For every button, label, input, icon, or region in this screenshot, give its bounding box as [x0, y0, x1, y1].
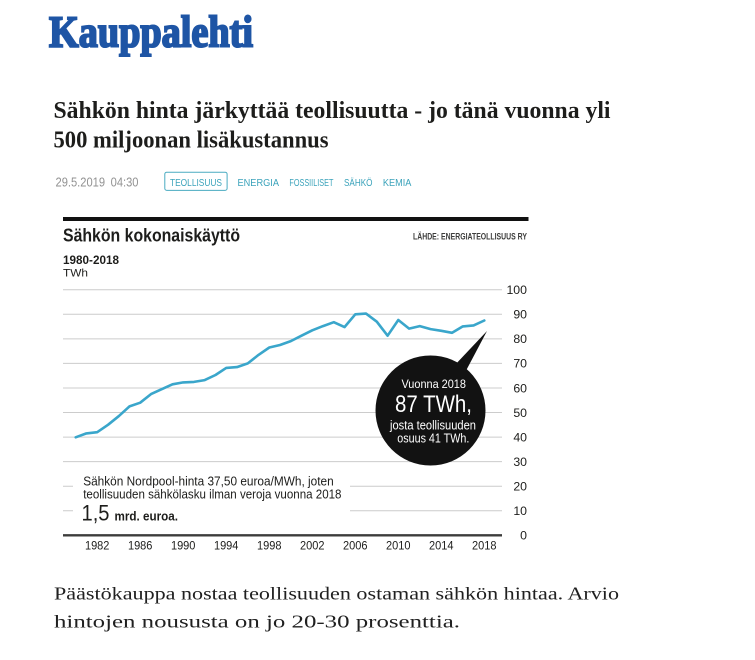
svg-text:TWh: TWh: [63, 268, 88, 280]
svg-text:Kauppalehti: Kauppalehti: [49, 8, 253, 57]
svg-text:LÄHDE: ENERGIATEOLLISUUS RY: LÄHDE: ENERGIATEOLLISUUS RY: [413, 232, 527, 242]
svg-text:1986: 1986: [128, 538, 153, 552]
svg-text:hintojen noususta on jo 20-30: hintojen noususta on jo 20-30 prosenttia…: [54, 612, 460, 632]
svg-text:1994: 1994: [214, 538, 239, 552]
svg-text:2006: 2006: [343, 538, 368, 552]
svg-text:20: 20: [513, 480, 527, 494]
svg-text:40: 40: [513, 430, 527, 444]
svg-text:FOSSIILISET: FOSSIILISET: [289, 177, 333, 189]
svg-text:2014: 2014: [429, 538, 454, 552]
svg-text:TEOLLISUUS: TEOLLISUUS: [170, 178, 222, 189]
svg-text:1980-2018: 1980-2018: [63, 255, 120, 267]
svg-text:10: 10: [513, 504, 527, 518]
svg-text:Sähkön Nordpool-hinta 37,50 eu: Sähkön Nordpool-hinta 37,50 euroa/MWh, j…: [83, 475, 334, 489]
svg-text:teollisuuden sähkölasku ilman: teollisuuden sähkölasku ilman veroja vuo…: [83, 487, 341, 501]
svg-text:Sähkön kokonaiskäyttö: Sähkön kokonaiskäyttö: [63, 225, 240, 245]
svg-text:osuus 41 TWh.: osuus 41 TWh.: [397, 432, 469, 446]
svg-text:mrd. euroa.: mrd. euroa.: [115, 510, 179, 524]
svg-text:ENERGIA: ENERGIA: [238, 177, 280, 189]
svg-text:KEMIA: KEMIA: [383, 177, 412, 189]
svg-text:SÄHKÖ: SÄHKÖ: [344, 177, 373, 189]
svg-text:Päästökauppa nostaa teollisuud: Päästökauppa nostaa teollisuuden ostaman…: [54, 584, 619, 604]
svg-text:30: 30: [513, 455, 527, 469]
svg-text:80: 80: [513, 332, 527, 346]
svg-text:josta teollisuuden: josta teollisuuden: [389, 419, 476, 433]
svg-text:Sähkön hinta järkyttää teollis: Sähkön hinta järkyttää teollisuutta - jo…: [54, 98, 611, 124]
svg-text:0: 0: [520, 529, 527, 543]
svg-text:60: 60: [513, 381, 527, 395]
svg-text:50: 50: [513, 406, 527, 420]
svg-text:87 TWh,: 87 TWh,: [395, 391, 472, 418]
svg-text:1998: 1998: [257, 538, 282, 552]
svg-text:500 miljoonan lisäkustannus: 500 miljoonan lisäkustannus: [54, 128, 329, 154]
svg-text:2002: 2002: [300, 538, 325, 552]
svg-text:1,5: 1,5: [82, 501, 110, 526]
svg-text:1990: 1990: [171, 538, 196, 552]
svg-text:1982: 1982: [85, 538, 110, 552]
svg-text:2018: 2018: [472, 538, 497, 552]
svg-text:2010: 2010: [386, 538, 411, 552]
svg-text:90: 90: [513, 308, 527, 322]
svg-text:100: 100: [506, 283, 527, 297]
svg-text:Vuonna 2018: Vuonna 2018: [401, 377, 466, 391]
svg-text:70: 70: [513, 357, 527, 371]
svg-text:29.5.2019 04:30: 29.5.2019 04:30: [56, 175, 139, 190]
